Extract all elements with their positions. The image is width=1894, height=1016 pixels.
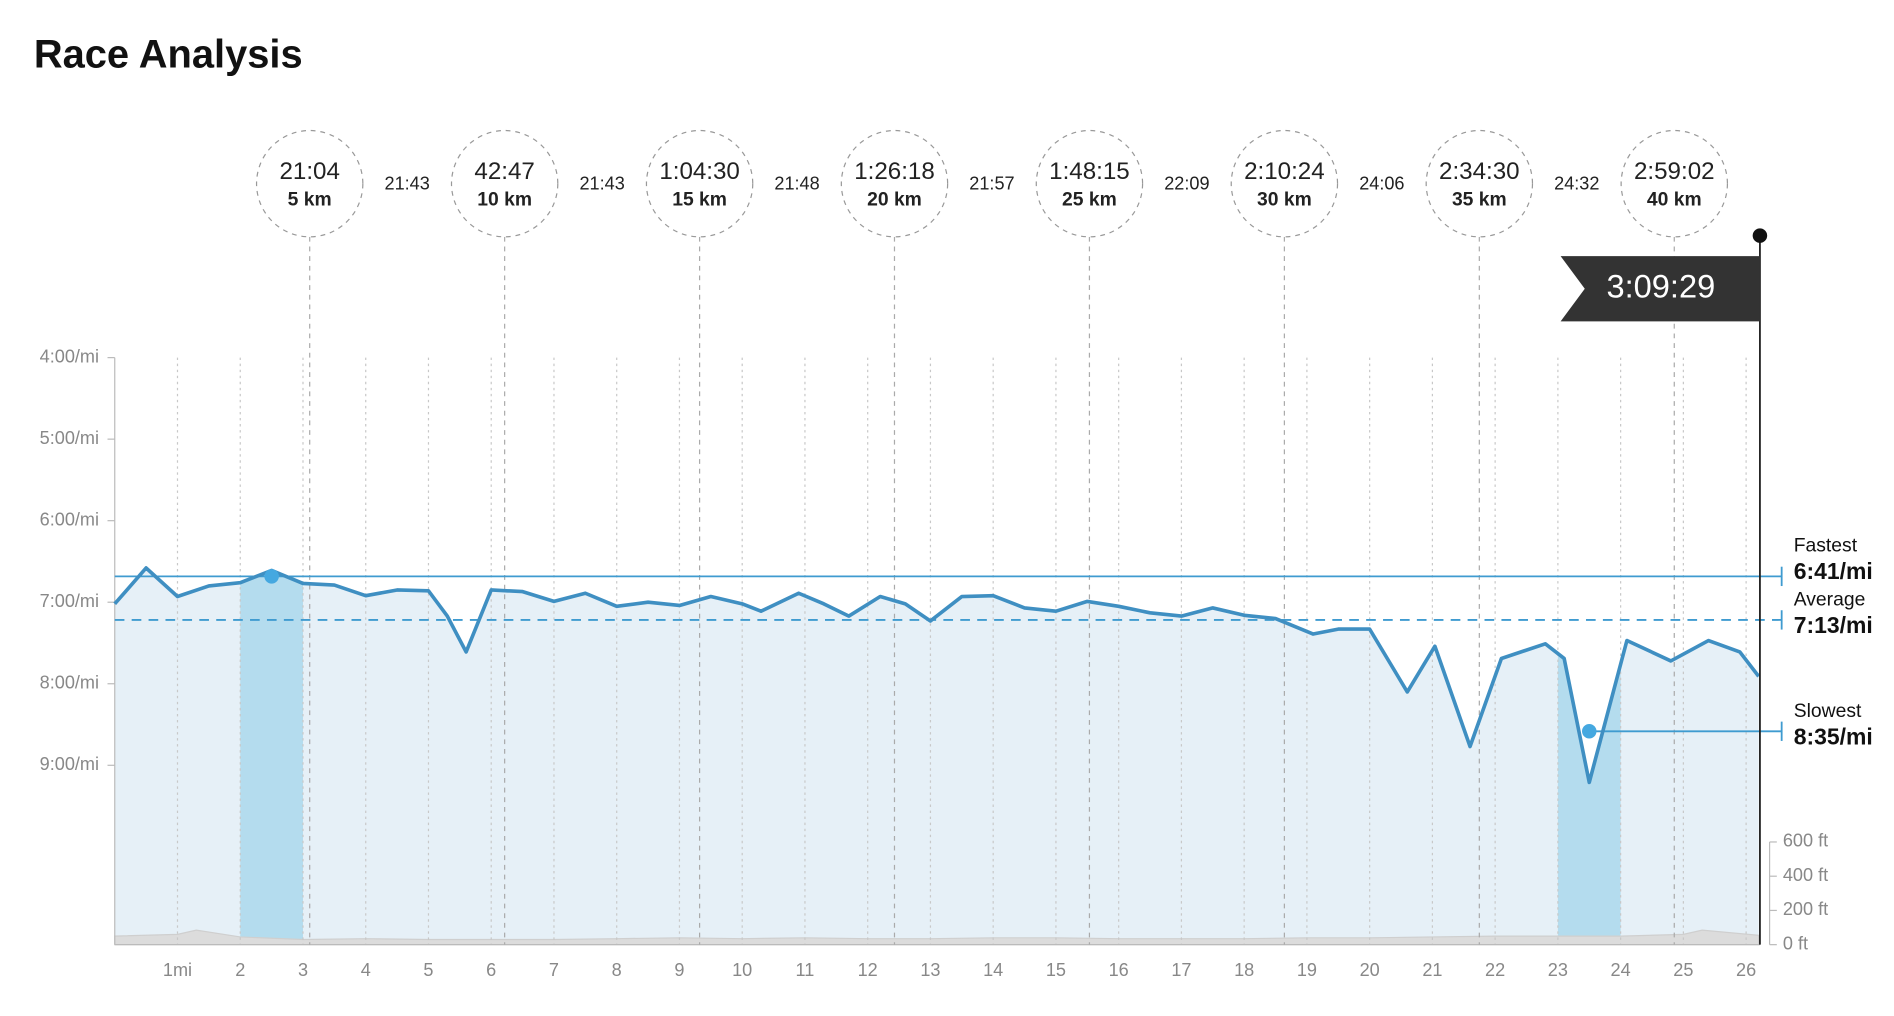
x-tick-label: 14 <box>983 960 1003 980</box>
checkpoint-distance: 5 km <box>288 190 332 211</box>
x-tick-label: 19 <box>1297 960 1317 980</box>
x-tick-label: 6 <box>486 960 496 980</box>
y-tick-label: 5:00/mi <box>40 428 99 448</box>
x-tick-label: 11 <box>796 960 815 980</box>
x-tick-label: 8 <box>612 960 622 980</box>
x-tick-label: 15 <box>1046 960 1066 980</box>
checkpoint-distance: 15 km <box>672 190 727 211</box>
y2-tick-label: 200 ft <box>1783 899 1828 919</box>
checkpoint-time: 1:04:30 <box>659 158 740 185</box>
checkpoint-time: 1:48:15 <box>1049 158 1130 185</box>
checkpoint-distance: 10 km <box>477 190 532 211</box>
x-tick-label: 23 <box>1548 960 1568 980</box>
checkpoint-time: 1:26:18 <box>854 158 935 185</box>
checkpoint-circle <box>1620 129 1729 238</box>
split-time: 24:32 <box>1554 174 1599 194</box>
fastest-dot <box>264 569 279 584</box>
pace-area <box>114 567 1759 945</box>
split-time: 22:09 <box>1164 174 1209 194</box>
x-tick-label: 9 <box>674 960 684 980</box>
checkpoint-time: 2:10:24 <box>1244 158 1325 185</box>
x-tick-label: 25 <box>1673 960 1693 980</box>
x-tick-label: 17 <box>1171 960 1191 980</box>
x-tick-label: 13 <box>920 960 940 980</box>
x-tick-label: 5 <box>423 960 433 980</box>
checkpoint-time: 21:04 <box>279 158 339 185</box>
checkpoint-circle <box>645 129 754 238</box>
x-tick-label: 4 <box>361 960 371 980</box>
checkpoint-time: 2:59:02 <box>1634 158 1715 185</box>
checkpoint-circle <box>1425 129 1534 238</box>
checkpoint-time: 2:34:30 <box>1439 158 1520 185</box>
y-tick-label: 6:00/mi <box>40 509 99 529</box>
x-tick-label: 18 <box>1234 960 1254 980</box>
chart-title: Race Analysis <box>34 32 303 76</box>
split-time: 21:43 <box>579 174 624 194</box>
x-tick-label: 16 <box>1109 960 1129 980</box>
split-time: 24:06 <box>1359 174 1404 194</box>
checkpoint-distance: 35 km <box>1452 190 1507 211</box>
average-value-label: 7:13/mi <box>1794 612 1873 638</box>
x-tick-label: 7 <box>549 960 559 980</box>
pace-line <box>113 566 1761 785</box>
fastest-label: Fastest <box>1794 535 1858 556</box>
checkpoint-time: 42:47 <box>474 158 534 185</box>
y2-tick-label: 0 ft <box>1783 933 1808 953</box>
finish-dot <box>1752 228 1768 243</box>
elevation-area <box>114 929 1760 946</box>
checkpoint-circle <box>1035 129 1144 238</box>
slowest-label: Slowest <box>1794 701 1862 722</box>
highlight-band <box>240 570 303 945</box>
split-time: 21:48 <box>774 174 819 194</box>
x-tick-label: 21 <box>1422 960 1442 980</box>
x-tick-label: 10 <box>732 960 752 980</box>
finish-flag <box>1560 256 1760 322</box>
x-tick-label: 12 <box>858 960 878 980</box>
fastest-value-label: 6:41/mi <box>1794 558 1873 584</box>
y-tick-label: 8:00/mi <box>40 673 99 693</box>
checkpoint-circle <box>450 129 559 238</box>
finish-time: 3:09:29 <box>1606 267 1715 304</box>
x-tick-label: 22 <box>1485 960 1505 980</box>
checkpoint-distance: 40 km <box>1647 190 1702 211</box>
average-label: Average <box>1794 590 1866 611</box>
checkpoint-distance: 25 km <box>1062 190 1117 211</box>
checkpoint-circle <box>840 129 949 238</box>
x-tick-label: 24 <box>1611 960 1631 980</box>
x-tick-label: 26 <box>1736 960 1756 980</box>
x-tick-label: 3 <box>298 960 308 980</box>
y-tick-label: 9:00/mi <box>40 754 99 774</box>
slowest-value-label: 8:35/mi <box>1794 724 1873 750</box>
split-time: 21:57 <box>969 174 1014 194</box>
checkpoint-distance: 20 km <box>867 190 922 211</box>
checkpoint-circle <box>255 129 364 238</box>
checkpoint-circle <box>1230 129 1339 238</box>
y2-tick-label: 400 ft <box>1783 865 1828 885</box>
y2-tick-label: 600 ft <box>1783 831 1828 851</box>
x-tick-label: 2 <box>235 960 245 980</box>
split-time: 21:43 <box>385 174 430 194</box>
slowest-dot <box>1582 724 1597 739</box>
y-tick-label: 4:00/mi <box>40 346 99 366</box>
x-tick-label: 20 <box>1360 960 1380 980</box>
y-tick-label: 7:00/mi <box>40 591 99 611</box>
checkpoint-distance: 30 km <box>1257 190 1312 211</box>
x-tick-label: 1mi <box>163 960 192 980</box>
